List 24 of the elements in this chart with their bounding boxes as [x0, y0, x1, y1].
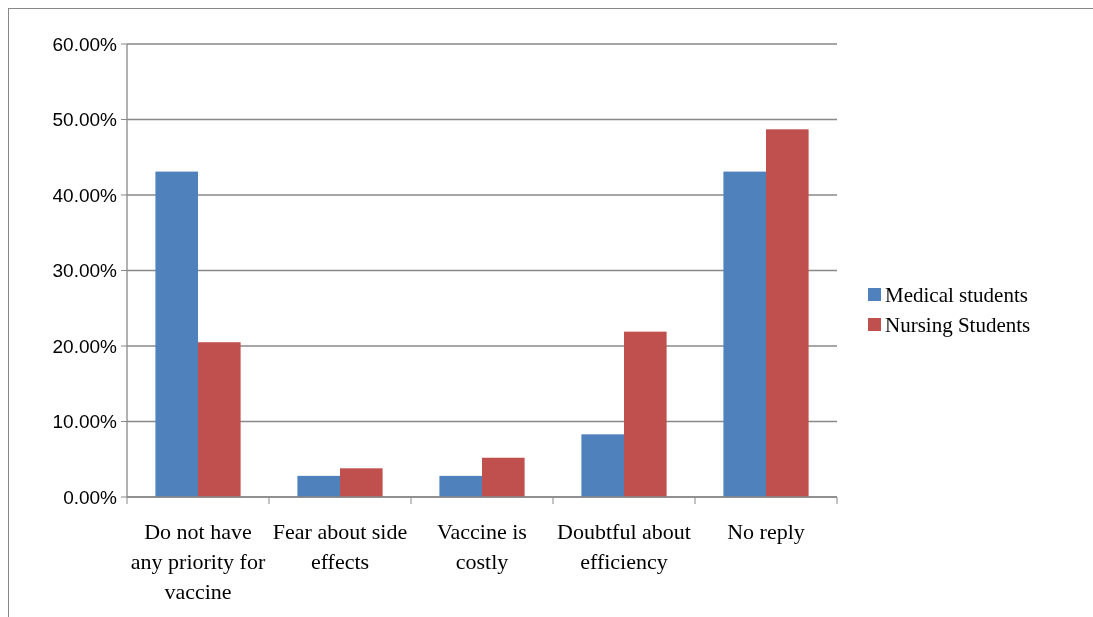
x-tick-label: Fear about side effects	[272, 519, 408, 574]
y-tick-label: 40.00%	[52, 184, 118, 206]
y-tick-label: 50.00%	[52, 109, 118, 131]
y-tick-label: 0.00%	[63, 486, 118, 508]
bar	[297, 475, 340, 497]
bar	[439, 475, 482, 497]
bar	[482, 457, 525, 497]
bar	[155, 171, 198, 497]
x-tick-label: No reply	[727, 519, 805, 544]
x-tick-label: Vaccine is costly	[437, 519, 527, 574]
y-tick-label: 60.00%	[52, 33, 118, 55]
bar	[340, 468, 383, 497]
x-tick-label: Doubtful about efficiency	[557, 519, 691, 574]
legend-label: Medical students	[885, 283, 1028, 308]
bar	[766, 129, 809, 497]
legend-label: Nursing Students	[885, 313, 1031, 338]
y-tick-label: 30.00%	[52, 260, 118, 282]
bar	[581, 434, 624, 497]
y-tick-label: 20.00%	[52, 335, 118, 357]
bar	[723, 171, 766, 497]
bar	[624, 331, 667, 497]
y-tick-label: 10.00%	[52, 411, 118, 433]
bar	[198, 342, 241, 497]
x-tick-label: Do not have any priority for vaccine	[130, 519, 266, 604]
